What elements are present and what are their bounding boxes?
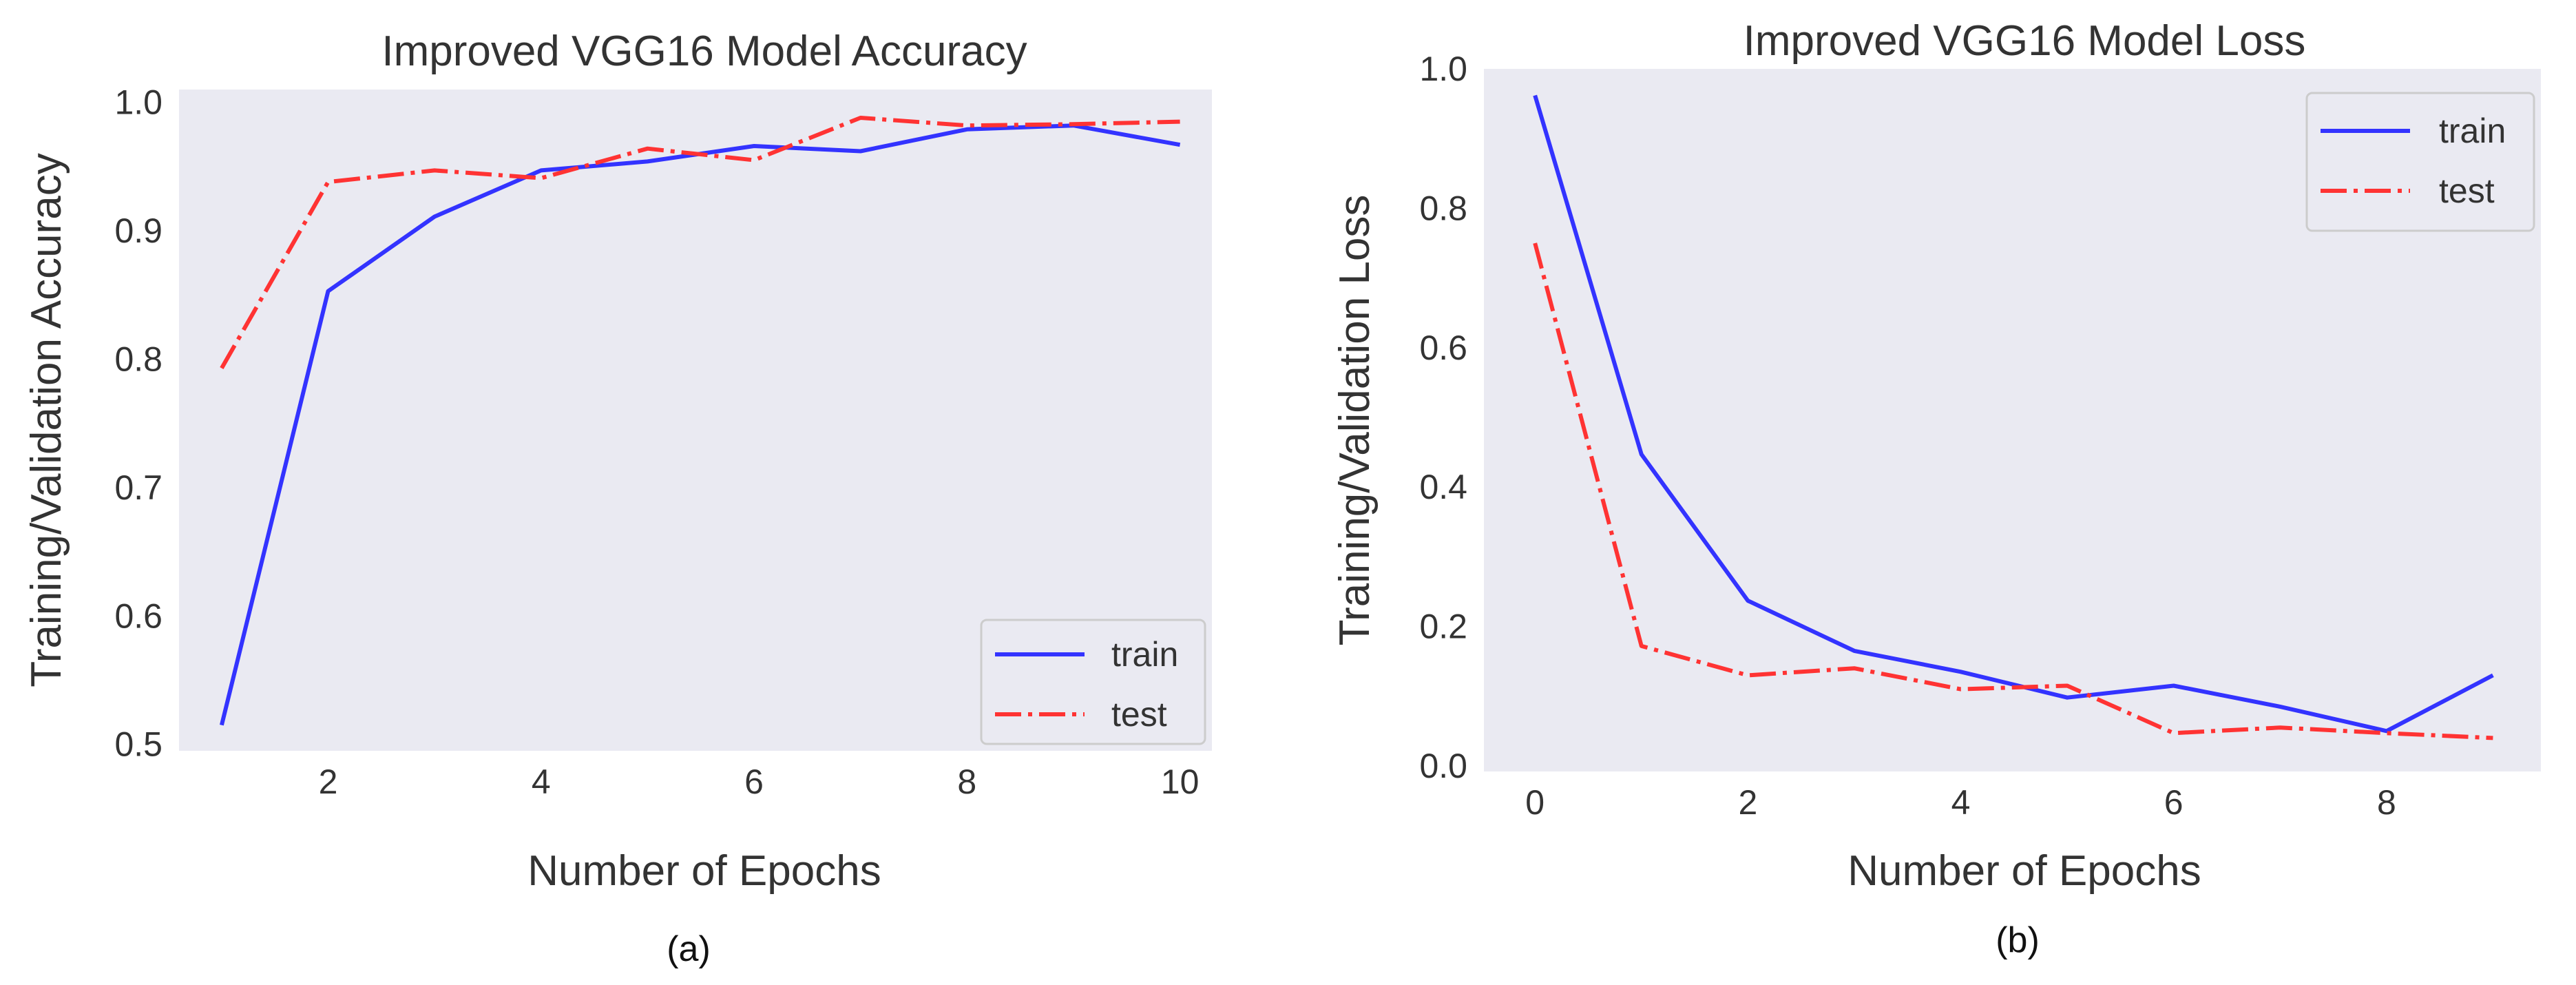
loss-legend-box [2305, 92, 2535, 232]
loss-x-axis-label: Number of Epochs [1847, 847, 2201, 895]
loss-y-tick-label: 0.2 [1419, 608, 1467, 646]
accuracy-chart-title: Improved VGG16 Model Accuracy [381, 28, 1027, 75]
accuracy-x-axis-label: Number of Epochs [527, 847, 881, 895]
accuracy-y-tick-label: 0.9 [114, 211, 163, 250]
loss-y-tick-label: 0.8 [1419, 189, 1467, 227]
loss-y-tick-label: 0.4 [1419, 468, 1467, 506]
accuracy-y-tick-label: 0.6 [114, 597, 163, 635]
accuracy-test-line [220, 116, 1180, 369]
accuracy-y-tick-label: 0.5 [114, 725, 163, 764]
loss-legend-test-label: test [2439, 172, 2495, 210]
loss-y-axis-label: Training/Validation Loss [1331, 195, 1379, 646]
accuracy-chart: Improved VGG16 Model Accuracy Number of … [23, 28, 1212, 969]
loss-x-tick-label: 6 [2164, 783, 2184, 822]
loss-x-tick-label: 2 [1738, 783, 1757, 822]
accuracy-x-tick-label: 2 [319, 763, 338, 801]
accuracy-x-tick-label: 6 [744, 763, 764, 801]
accuracy-y-axis-label: Training/Validation Accuracy [23, 153, 70, 687]
accuracy-series-lines [219, 116, 1181, 726]
accuracy-legend: train test [980, 619, 1206, 745]
loss-caption: (b) [1996, 920, 2040, 960]
loss-series-lines [1533, 94, 2494, 740]
loss-train-line [1533, 94, 2494, 734]
accuracy-x-tick-label: 4 [532, 763, 551, 801]
loss-legend-train-label: train [2439, 112, 2506, 150]
loss-x-tick-label: 8 [2377, 783, 2396, 822]
accuracy-legend-box [980, 619, 1206, 745]
accuracy-legend-train-label: train [1111, 635, 1178, 674]
accuracy-caption: (a) [667, 929, 711, 969]
loss-chart-title: Improved VGG16 Model Loss [1743, 17, 2306, 65]
loss-x-tick-label: 4 [1951, 783, 1971, 822]
loss-chart: Improved VGG16 Model Loss Number of Epoc… [1331, 17, 2541, 960]
accuracy-x-tick-label: 8 [957, 763, 976, 801]
loss-y-tick-label: 1.0 [1419, 50, 1467, 88]
loss-y-tick-label: 0.6 [1419, 329, 1467, 367]
loss-ticks: 0 2 4 6 8 0.0 0.2 0.4 0.6 0.8 1.0 [1419, 50, 2396, 822]
loss-test-line [1533, 242, 2493, 740]
accuracy-y-tick-label: 0.8 [114, 340, 163, 378]
loss-x-tick-label: 0 [1525, 783, 1544, 822]
accuracy-x-tick-label: 10 [1161, 763, 1200, 801]
accuracy-legend-test-label: test [1111, 695, 1167, 734]
loss-legend: train test [2305, 92, 2535, 232]
accuracy-ticks: 2 4 6 8 10 0.5 0.6 0.7 0.8 0.9 1.0 [114, 83, 1199, 801]
accuracy-y-tick-label: 1.0 [114, 83, 163, 122]
accuracy-y-tick-label: 0.7 [114, 468, 163, 507]
loss-y-tick-label: 0.0 [1419, 747, 1467, 785]
